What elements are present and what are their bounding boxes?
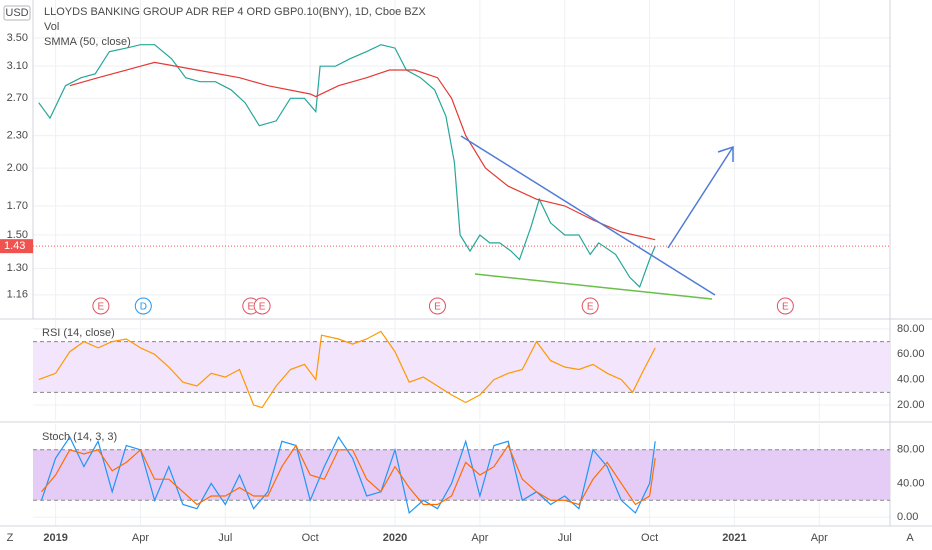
series-line [38,44,656,288]
band [33,449,890,501]
series-line [40,435,656,515]
x-tick-label: Apr [811,532,828,544]
x-tick-label: 2021 [722,532,746,544]
last-price-label: 1.43 [4,240,25,252]
event-marker [581,297,599,315]
y-tick-label: 40.00 [897,374,925,386]
y-tick-label: 1.50 [7,229,28,241]
x-tick-label: Oct [641,532,658,544]
event-label: D [140,302,147,313]
x-tick-label: Apr [132,532,149,544]
x-tick-label: 2019 [43,532,67,544]
y-tick-label: 40.00 [897,477,925,489]
y-tick-label: 80.00 [897,444,925,456]
series-line [38,330,656,409]
support-line [474,273,713,300]
event-label: E [247,302,254,313]
y-tick-label: 80.00 [897,323,925,335]
y-tick-label: 20.00 [897,399,925,411]
y-tick-label: 2.00 [7,162,28,174]
y-tick-label: 60.00 [897,348,925,360]
plot-layer [33,44,890,515]
pane-title: RSI (14, close) [42,327,115,339]
y-tick-label: 2.70 [7,92,28,104]
arrow-head [717,145,734,162]
y-tick-label: 3.50 [7,32,28,44]
x-tick-label: Oct [302,532,319,544]
indicator-label: SMMA (50, close) [44,36,131,48]
event-label: E [434,302,441,313]
y-tick-label: 1.16 [7,289,28,301]
y-tick-label: 1.30 [7,262,28,274]
y-tick-label: 0.00 [897,511,918,523]
arrow [667,146,734,249]
event-label: E [259,302,266,313]
x-tick-label: 2020 [383,532,407,544]
y-tick-label: 2.30 [7,130,28,142]
pane-title: Stoch (14, 3, 3) [42,431,117,443]
y-tick-label: 1.70 [7,200,28,212]
event-marker [428,297,446,315]
event-marker [92,297,110,315]
event-marker [134,297,152,315]
toolbar-button[interactable]: A [906,532,914,544]
band [33,341,890,393]
last-price-box [0,239,33,254]
series-line [41,444,656,506]
x-tick-label: Jul [558,532,572,544]
x-tick-label: Apr [471,532,488,544]
event-marker [253,297,271,315]
event-label: E [98,302,105,313]
x-tick-label: Jul [218,532,232,544]
y-tick-label: 3.10 [7,60,28,72]
series-line [69,61,656,241]
event-label: E [587,302,594,313]
trend-line [460,135,716,296]
currency: USD [5,7,28,19]
event-marker [776,297,794,315]
currency-box[interactable] [3,5,31,21]
chart-title: LLOYDS BANKING GROUP ADR REP 4 ORD GBP0.… [44,6,426,18]
event-label: E [782,302,789,313]
toolbar-button[interactable]: Z [7,532,14,544]
indicator-label: Vol [44,21,59,33]
